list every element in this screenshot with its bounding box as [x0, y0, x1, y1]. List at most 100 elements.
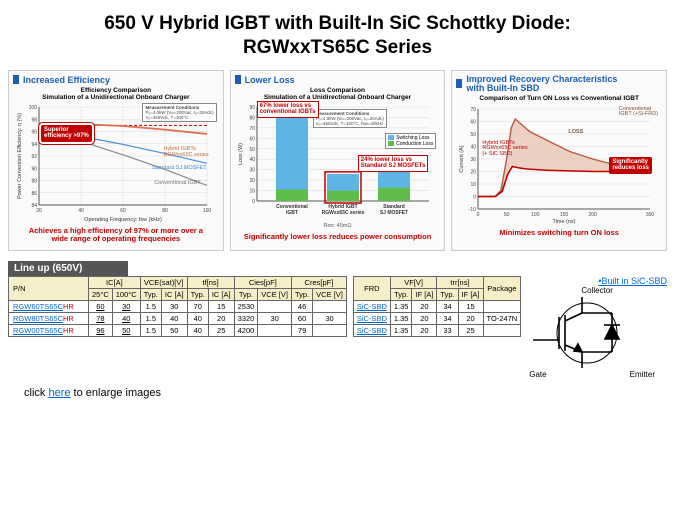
svg-text:50: 50: [471, 132, 477, 138]
th-cies-vce: VCE [V]: [258, 289, 292, 301]
table-row: RGW80TS65CHR78401.54040203320306030: [9, 313, 347, 325]
loss-legend-cd-text: Conduction Loss: [396, 141, 433, 147]
eff-conv-label: Conventional IGBT: [154, 181, 200, 187]
eff-superior-callout: Superior efficiency >97%: [41, 125, 92, 142]
th-pkg: Package: [483, 277, 521, 301]
svg-text:0: 0: [474, 194, 477, 200]
heading-bar-icon: [13, 75, 19, 84]
svg-text:40: 40: [249, 157, 255, 163]
igbt-symbol: Collector: [527, 286, 667, 379]
loss-title-l2: Simulation of a Unidirectional Onboard C…: [264, 94, 411, 101]
lineup-table-frd: FRD VF[V] trr[ns] Package Typ. IF [A] Ty…: [353, 276, 521, 337]
svg-text:60: 60: [249, 136, 255, 142]
title-line-1: 650 V Hybrid IGBT with Built-In SiC Scho…: [104, 13, 571, 34]
svg-text:100: 100: [29, 105, 38, 111]
eff-callout-l1: Superior: [44, 127, 69, 133]
lineup-tables-wrapper: P/N IC[A] VCE(sat)[V] tf[ns] Cies[pF] Cr…: [8, 276, 521, 337]
svg-text:200: 200: [589, 212, 598, 218]
symbol-emitter-label: Emitter: [630, 370, 655, 379]
cell-cies-t: 2530: [234, 301, 258, 313]
svg-text:40: 40: [78, 208, 84, 214]
eff-cond-l2: Vₒ=450Vdc, T=100°C: [145, 115, 188, 120]
cell-vce-t: 1.5: [140, 301, 161, 313]
loss-title-l1: Loss Comparison: [310, 87, 365, 94]
eff-callout-l2: efficiency >97%: [44, 133, 89, 139]
eff-conditions-box: Measurement Conditions Pₒ=4.0kW (Vᵢₙ=200…: [142, 103, 216, 123]
rec-conv-l2: IGBT (+Si-FRD): [619, 111, 658, 117]
cell-ic100: 30: [112, 301, 140, 313]
cell-frd[interactable]: SiC-SBD: [353, 313, 390, 325]
recovery-footer: Minimizes switching turn ON loss: [456, 229, 662, 238]
eff-hybrid-label: Hybrid IGBTs RGWxx65C series: [163, 147, 208, 159]
svg-text:20: 20: [249, 178, 255, 184]
lineup-table-main: P/N IC[A] VCE(sat)[V] tf[ns] Cies[pF] Cr…: [8, 276, 347, 337]
th-pn: P/N: [9, 277, 89, 301]
loss-c2-l1: 24% lower loss vs: [361, 157, 412, 163]
rec-conv-label: Conventional IGBT (+Si-FRD): [619, 107, 658, 119]
svg-text:50: 50: [504, 212, 510, 218]
cell-frd[interactable]: SiC-SBD: [353, 301, 390, 313]
legend-swatch-cond: [388, 141, 394, 146]
loss-callout-24: 24% lower loss vs Standard SJ MOSFETs: [358, 155, 429, 172]
recovery-chart-area: -10010203040506070050100150200300Time (n…: [456, 105, 662, 225]
cell-cies-v: [258, 325, 292, 337]
cell-vce-i: 40: [161, 313, 187, 325]
loss-chart-title: Loss Comparison Simulation of a Unidirec…: [235, 87, 441, 101]
svg-text:Power Conversion Efficiency: η: Power Conversion Efficiency: η (%): [17, 113, 23, 199]
svg-text:92: 92: [31, 154, 37, 160]
th-vce-typ: Typ.: [140, 289, 161, 301]
loss-legend-cond: Conduction Loss: [388, 141, 433, 147]
rec-loss-label: LOSS: [568, 130, 583, 136]
loss-panel-heading: Lower Loss: [235, 75, 441, 85]
svg-text:30: 30: [471, 157, 477, 163]
enlarge-link[interactable]: here: [48, 387, 70, 399]
loss-cond-l2: Vₒ=450Vdc, T=100°C, fsw=40kHz: [316, 121, 384, 126]
loss-ron-note: Ron: 45mΩ: [235, 223, 441, 229]
table-row: RGW00TS65CHR96501.5504025420079: [9, 325, 347, 337]
svg-text:20: 20: [36, 208, 42, 214]
loss-c2-l2: Standard SJ MOSFETs: [361, 163, 426, 169]
svg-text:88: 88: [31, 178, 37, 184]
svg-text:150: 150: [560, 212, 569, 218]
cell-vf-t: 1.35: [390, 301, 412, 313]
svg-text:90: 90: [249, 105, 255, 111]
rec-callout-l1: Significantly: [612, 159, 648, 165]
cell-frd[interactable]: SiC-SBD: [353, 325, 390, 337]
title-line-2: RGWxxTS65C Series: [243, 37, 432, 58]
cell-trr-t: 33: [437, 325, 458, 337]
th-cies: Cies[pF]: [234, 277, 291, 289]
recovery-heading-text: Improved Recovery Characteristics with B…: [466, 75, 617, 94]
svg-text:Operating Frequency: fsw (kHz): Operating Frequency: fsw (kHz): [84, 217, 162, 223]
cell-pn[interactable]: RGW00TS65CHR: [9, 325, 89, 337]
enlarge-note: click here to enlarge images: [24, 387, 667, 399]
svg-text:SJ MOSFET: SJ MOSFET: [380, 210, 408, 216]
enlarge-post: to enlarge images: [70, 387, 161, 399]
loss-footer: Significantly lower loss reduces power c…: [235, 233, 441, 242]
cell-vce-i: 30: [161, 301, 187, 313]
th-cies-typ: Typ.: [234, 289, 258, 301]
table2-header-row-1: FRD VF[V] trr[ns] Package: [353, 277, 520, 289]
cell-ic25: 96: [89, 325, 113, 337]
cell-pn[interactable]: RGW60TS65CHR: [9, 301, 89, 313]
cell-trr-i: 15: [458, 301, 483, 313]
svg-text:90: 90: [31, 166, 37, 172]
svg-text:70: 70: [249, 126, 255, 132]
cell-cres-v: 30: [313, 313, 347, 325]
svg-text:96: 96: [31, 129, 37, 135]
table-row: SiC-SBD1.35203415: [353, 301, 520, 313]
igbt-symbol-svg: [527, 295, 637, 370]
cell-cies-t: 4200: [234, 325, 258, 337]
symbol-gate-label: Gate: [529, 370, 546, 379]
page-title: 650 V Hybrid IGBT with Built-In SiC Scho…: [8, 12, 667, 60]
eff-hyb-l2: RGWxx65C series: [163, 152, 208, 158]
th-vce-ic: IC [A]: [161, 289, 187, 301]
cell-pn[interactable]: RGW80TS65CHR: [9, 313, 89, 325]
cell-trr-i: 20: [458, 313, 483, 325]
recovery-panel: Improved Recovery Characteristics with B…: [451, 70, 667, 252]
cell-vf-t: 1.35: [390, 313, 412, 325]
svg-text:98: 98: [31, 117, 37, 123]
th-tf-ic: IC [A]: [208, 289, 234, 301]
svg-text:80: 80: [162, 208, 168, 214]
efficiency-chart-title: Efficiency Comparison Simulation of a Un…: [13, 87, 219, 101]
th-frd: FRD: [353, 277, 390, 301]
